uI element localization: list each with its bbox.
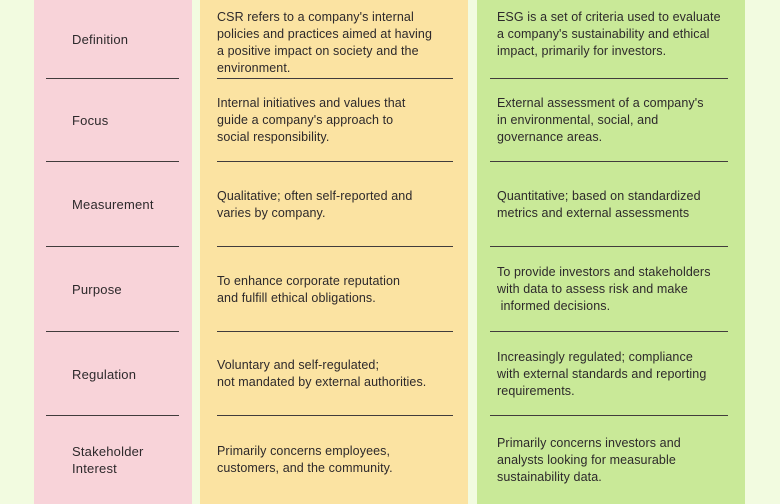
row-label-text: Regulation — [72, 366, 137, 382]
cell-text: Internal initiatives and values that gui… — [217, 96, 406, 144]
esg-cell-definition: ESG is a set of criteria used to evaluat… — [477, 0, 745, 80]
row-label-measurement: Measurement — [34, 162, 192, 248]
cell-text: Primarily concerns employees, customers,… — [217, 444, 393, 475]
csr-cell-measurement: Qualitative; often self-reported and var… — [200, 162, 468, 248]
cell-text: External assessment of a company's in en… — [497, 96, 704, 144]
esg-cell-purpose: To provide investors and stakeholders wi… — [477, 247, 745, 333]
cell-text: Primarily concerns investors and analyst… — [497, 435, 681, 484]
csr-cell-focus: Internal initiatives and values that gui… — [200, 79, 468, 163]
esg-cell-focus: External assessment of a company's in en… — [477, 79, 745, 163]
row-label-text: Stakeholder Interest — [72, 444, 144, 476]
row-label-stakeholder-interest: Stakeholder Interest — [34, 416, 192, 504]
cell-text: Increasingly regulated; compliance with … — [497, 349, 707, 398]
esg-cell-regulation: Increasingly regulated; compliance with … — [477, 332, 745, 417]
row-label-text: Focus — [72, 113, 109, 128]
cell-text: To provide investors and stakeholders wi… — [497, 265, 711, 313]
row-label-definition: Definition — [34, 0, 192, 80]
row-label-text: Purpose — [72, 282, 122, 297]
csr-cell-definition: CSR refers to a company's internal polic… — [200, 0, 468, 80]
csr-cell-purpose: To enhance corporate reputation and fulf… — [200, 247, 468, 333]
csr-cell-stakeholder-interest: Primarily concerns employees, customers,… — [200, 416, 468, 504]
row-label-purpose: Purpose — [34, 247, 192, 333]
csr-column: CSR refers to a company's internal polic… — [200, 0, 468, 504]
row-label-text: Measurement — [72, 197, 154, 212]
esg-cell-stakeholder-interest: Primarily concerns investors and analyst… — [477, 416, 745, 504]
esg-cell-measurement: Quantitative; based on standardized metr… — [477, 162, 745, 248]
cell-text: Qualitative; often self-reported and var… — [217, 188, 413, 220]
row-label-regulation: Regulation — [34, 332, 192, 417]
cell-text: To enhance corporate reputation and fulf… — [217, 273, 401, 305]
csr-vs-esg-comparison-table: Definition Focus Measurement Purpose Reg… — [34, 0, 745, 504]
cell-text: Quantitative; based on standardized metr… — [497, 188, 701, 220]
cell-text: Voluntary and self-regulated; not mandat… — [217, 358, 427, 389]
csr-cell-regulation: Voluntary and self-regulated; not mandat… — [200, 332, 468, 417]
row-label-focus: Focus — [34, 79, 192, 163]
labels-column: Definition Focus Measurement Purpose Reg… — [34, 0, 192, 504]
cell-text: ESG is a set of criteria used to evaluat… — [497, 10, 721, 58]
cell-text: CSR refers to a company's internal polic… — [217, 10, 433, 75]
esg-column: ESG is a set of criteria used to evaluat… — [477, 0, 745, 504]
row-label-text: Definition — [72, 32, 129, 47]
